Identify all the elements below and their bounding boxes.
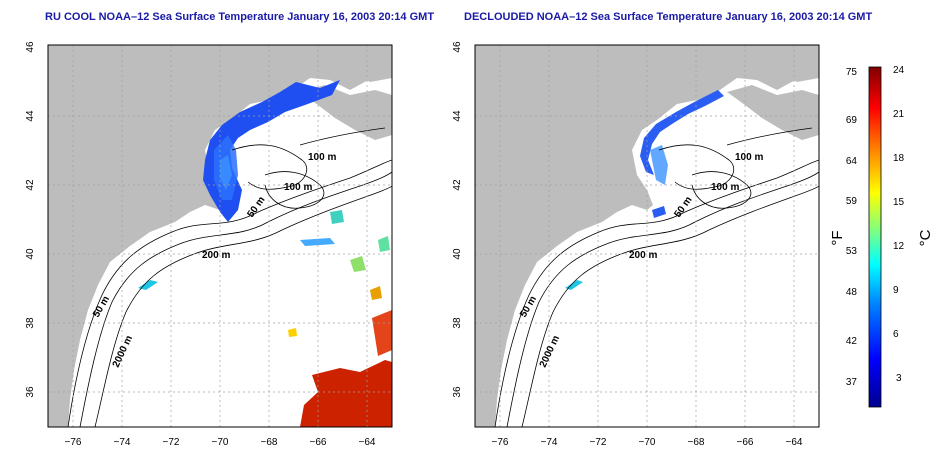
- celsius-unit: °C: [917, 229, 934, 246]
- svg-text:−76: −76: [65, 437, 82, 448]
- svg-text:15: 15: [893, 197, 905, 208]
- fahrenheit-ticks: 75 69 64 59 53 48 42 37: [846, 67, 858, 388]
- svg-text:24: 24: [893, 65, 905, 76]
- bathymetry-contours: [67, 127, 392, 427]
- svg-text:−74: −74: [541, 437, 558, 448]
- svg-text:−68: −68: [688, 437, 705, 448]
- panel-title-declouded: DECLOUDED NOAA–12 Sea Surface Temperatur…: [464, 11, 873, 23]
- svg-text:−66: −66: [310, 437, 327, 448]
- sst-field-declouded: [565, 90, 724, 290]
- svg-text:−64: −64: [359, 437, 376, 448]
- celsius-ticks: 24 21 18 15 12 9 6 3: [893, 65, 905, 384]
- svg-text:38: 38: [25, 317, 36, 329]
- graticule-grid: [475, 45, 819, 427]
- contour-label: 200 m: [202, 250, 230, 261]
- svg-text:75: 75: [846, 67, 858, 78]
- svg-text:48: 48: [846, 287, 858, 298]
- svg-text:38: 38: [452, 317, 463, 329]
- svg-text:42: 42: [452, 179, 463, 191]
- contour-label: 100 m: [711, 182, 739, 193]
- lon-ticks: −76 −74 −72 −70 −68 −66 −64: [65, 437, 376, 448]
- land-mass: [475, 45, 819, 427]
- svg-text:3: 3: [896, 373, 902, 384]
- contour-label: 100 m: [284, 182, 312, 193]
- lat-ticks: 36 38 40 42 44 46: [25, 41, 36, 398]
- svg-text:40: 40: [25, 248, 36, 260]
- map-panel-raw: 100 m 100 m 50 m 200 m 50 m 2000 m −76 −…: [25, 41, 393, 448]
- svg-text:−64: −64: [786, 437, 803, 448]
- svg-text:42: 42: [846, 336, 858, 347]
- svg-text:9: 9: [893, 285, 899, 296]
- fahrenheit-unit: °F: [829, 230, 846, 245]
- map-frame: [47, 44, 393, 428]
- svg-text:−70: −70: [212, 437, 229, 448]
- svg-text:−66: −66: [737, 437, 754, 448]
- svg-text:12: 12: [893, 241, 905, 252]
- svg-text:53: 53: [846, 246, 858, 257]
- svg-text:69: 69: [846, 115, 858, 126]
- svg-text:37: 37: [846, 377, 858, 388]
- panel-title-raw: RU COOL NOAA–12 Sea Surface Temperature …: [45, 11, 435, 23]
- svg-text:−72: −72: [590, 437, 607, 448]
- svg-text:−70: −70: [639, 437, 656, 448]
- graticule-grid: [48, 45, 392, 427]
- svg-text:44: 44: [452, 110, 463, 122]
- svg-text:59: 59: [846, 196, 858, 207]
- contour-label: 100 m: [308, 152, 336, 163]
- svg-text:46: 46: [25, 41, 36, 53]
- colorbar-gradient: [868, 66, 882, 408]
- map-frame: [474, 44, 820, 428]
- temperature-colorbar: 75 69 64 59 53 48 42 37 24 21 18 15 12 9…: [829, 65, 934, 408]
- lat-ticks: 36 38 40 42 44 46: [452, 41, 463, 398]
- map-panel-declouded: 100 m 100 m 50 m 200 m 50 m 2000 m −76 −…: [452, 41, 820, 448]
- svg-text:44: 44: [25, 110, 36, 122]
- svg-text:21: 21: [893, 109, 905, 120]
- land-mass: [48, 45, 392, 427]
- svg-text:−68: −68: [261, 437, 278, 448]
- svg-text:42: 42: [25, 179, 36, 191]
- svg-text:36: 36: [25, 386, 36, 398]
- svg-text:−76: −76: [492, 437, 509, 448]
- contour-label: 200 m: [629, 250, 657, 261]
- svg-text:18: 18: [893, 153, 905, 164]
- contour-label: 100 m: [735, 152, 763, 163]
- svg-text:−74: −74: [114, 437, 131, 448]
- svg-text:46: 46: [452, 41, 463, 53]
- svg-text:6: 6: [893, 329, 899, 340]
- bathymetry-contours: [494, 127, 819, 427]
- svg-text:−72: −72: [163, 437, 180, 448]
- svg-text:64: 64: [846, 156, 858, 167]
- svg-text:40: 40: [452, 248, 463, 260]
- svg-text:36: 36: [452, 386, 463, 398]
- lon-ticks: −76 −74 −72 −70 −68 −66 −64: [492, 437, 803, 448]
